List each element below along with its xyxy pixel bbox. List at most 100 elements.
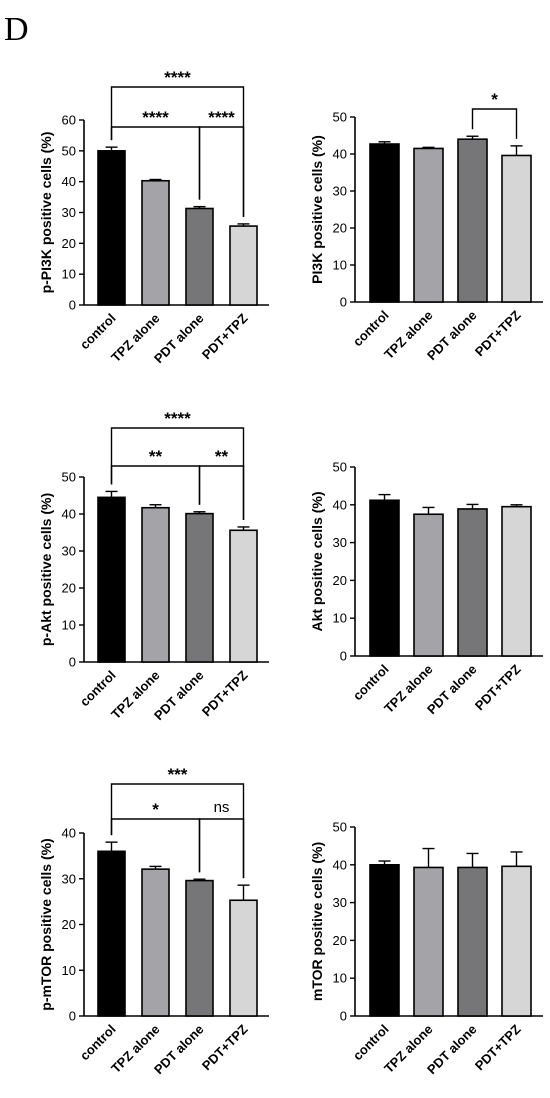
x-tick-label: PDT+TPZ	[472, 661, 524, 713]
y-tick-label: 0	[340, 295, 347, 310]
x-tick-label: PDT+TPZ	[199, 310, 251, 362]
y-tick-label: 20	[62, 917, 76, 932]
significance-label: ****	[208, 108, 235, 127]
y-tick-label: 40	[333, 857, 347, 872]
y-tick-label: 0	[69, 298, 76, 313]
y-tick-label: 30	[62, 205, 76, 220]
y-tick-label: 40	[62, 507, 76, 522]
chart-p-akt: 0 10 20 30 40 50 p-Akt positive cells (%) contr…	[38, 409, 269, 723]
y-axis-label: Akt positive cells (%)	[309, 491, 325, 631]
y-tick-label: 50	[62, 470, 76, 485]
y-tick-label: 0	[69, 1009, 76, 1024]
significance-bracket	[198, 126, 245, 217]
y-tick-label: 50	[333, 820, 347, 835]
y-tick-label: 30	[62, 871, 76, 886]
y-tick-label: 50	[333, 110, 347, 125]
y-axis-label: p-Akt positive cells (%)	[38, 493, 54, 646]
x-tick-label: control	[77, 1022, 119, 1064]
bar-control	[97, 850, 126, 1017]
y-axis-label: p-PI3K positive cells (%)	[38, 132, 54, 294]
y-tick-label: 60	[62, 113, 76, 128]
significance-label: ****	[142, 108, 169, 127]
chart-pi3k: 0 10 20 30 40 50 PI3K positive cells (%) contro…	[309, 90, 543, 363]
bar-pdt-alone	[185, 207, 214, 306]
x-tick-label: control	[350, 308, 392, 350]
y-tick-label: 10	[333, 971, 347, 986]
y-axis-label: mTOR positive cells (%)	[309, 842, 325, 1001]
bar-pdt-alone	[457, 138, 488, 303]
y-tick-label: 0	[69, 655, 76, 670]
y-tick-label: 20	[333, 221, 347, 236]
bar-control	[369, 499, 400, 657]
significance-label: ****	[164, 409, 191, 428]
chart-p-pi3k: 0 10 20 30 40 50 60 p-PI3K positive cells (%) co…	[38, 68, 269, 366]
y-tick-label: 10	[62, 963, 76, 978]
bar-control	[97, 150, 126, 306]
x-tick-label: PDT+TPZ	[199, 667, 251, 719]
y-tick-label: 0	[340, 649, 347, 664]
y-tick-label: 10	[62, 618, 76, 633]
y-tick-label: 0	[340, 1009, 347, 1024]
y-axis-label: p-mTOR positive cells (%)	[38, 838, 54, 1010]
bar-pdt-alone	[457, 508, 488, 657]
bar-tpz-alone	[413, 866, 444, 1017]
chart-p-mtor: 0 10 20 30 40 p-mTOR positive cells (%) contro…	[38, 765, 269, 1077]
bar-pdt-tpz	[229, 225, 258, 306]
y-tick-label: 10	[333, 611, 347, 626]
significance-bracket	[110, 86, 245, 217]
y-tick-label: 40	[62, 826, 76, 841]
significance-label: **	[149, 447, 163, 466]
y-tick-label: 40	[333, 497, 347, 512]
y-tick-label: 20	[333, 933, 347, 948]
y-tick-label: 30	[333, 895, 347, 910]
x-tick-label: control	[77, 311, 119, 353]
x-tick-label: PDT+TPZ	[199, 1021, 251, 1073]
y-tick-label: 20	[333, 573, 347, 588]
significance-label: ns	[214, 799, 230, 816]
y-tick-label: 10	[333, 258, 347, 273]
y-tick-label: 40	[333, 147, 347, 162]
bar-tpz-alone	[141, 506, 170, 663]
bar-pdt-tpz	[501, 154, 532, 303]
significance-bracket	[198, 465, 245, 520]
chart-mtor: 0 10 20 30 40 50 mTOR positive cells (%) contro…	[309, 820, 543, 1077]
significance-bracket	[471, 108, 518, 139]
x-tick-label: PDT+TPZ	[472, 1021, 524, 1073]
y-tick-label: 10	[62, 267, 76, 282]
bar-control	[369, 143, 400, 303]
charts-container: 0 10 20 30 40 50 60 p-PI3K positive cells (%) co…	[38, 68, 543, 1077]
significance-label: **	[215, 447, 229, 466]
bar-tpz-alone	[413, 147, 444, 303]
bar-pdt-alone	[185, 879, 214, 1017]
bar-tpz-alone	[141, 868, 170, 1017]
bar-pdt-alone	[185, 512, 214, 663]
y-tick-label: 30	[62, 544, 76, 559]
bar-tpz-alone	[413, 513, 444, 657]
significance-label: ****	[164, 68, 191, 87]
y-tick-label: 50	[62, 143, 76, 158]
bar-pdt-tpz	[501, 505, 532, 657]
significance-label: *	[491, 90, 498, 109]
significance-bracket	[110, 427, 245, 520]
x-tick-label: control	[350, 1022, 392, 1064]
bar-control	[97, 496, 126, 663]
bar-pdt-alone	[457, 866, 488, 1017]
bar-pdt-tpz	[501, 865, 532, 1017]
significance-label: ***	[168, 765, 188, 784]
y-tick-label: 20	[62, 236, 76, 251]
significance-bracket	[198, 818, 245, 879]
x-tick-label: PDT+TPZ	[472, 307, 524, 359]
bar-pdt-tpz	[229, 529, 258, 663]
x-tick-label: control	[77, 668, 119, 710]
panel-label: D	[4, 11, 29, 48]
y-tick-label: 30	[333, 535, 347, 550]
y-tick-label: 20	[62, 581, 76, 596]
bar-tpz-alone	[141, 179, 170, 306]
y-tick-label: 50	[333, 460, 347, 475]
bar-control	[369, 863, 400, 1017]
x-tick-label: control	[350, 662, 392, 704]
y-tick-label: 30	[333, 184, 347, 199]
significance-label: *	[152, 800, 159, 819]
y-axis-label: PI3K positive cells (%)	[309, 135, 325, 284]
